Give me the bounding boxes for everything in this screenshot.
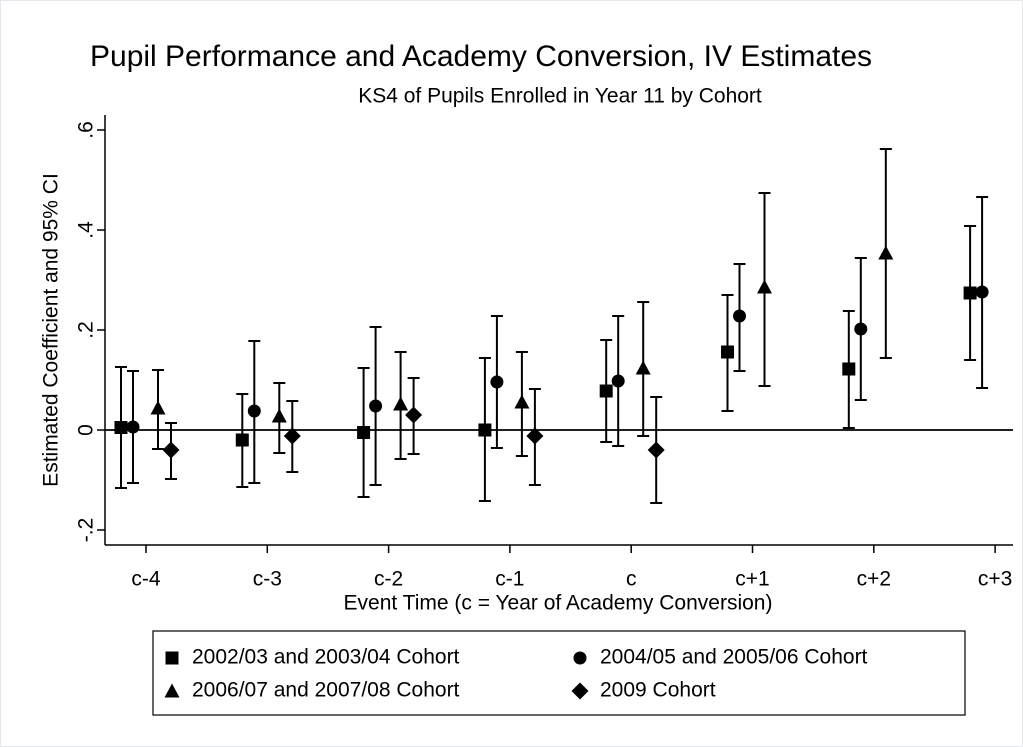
x-tick-label: c+3	[978, 568, 1012, 591]
data-point	[126, 420, 140, 434]
x-axis-title: Event Time (c = Year of Academy Conversi…	[344, 592, 773, 615]
legend-box	[152, 630, 966, 716]
legend-label: 2004/05 and 2005/06 Cohort	[600, 646, 868, 669]
y-tick-label: .2	[75, 321, 98, 339]
data-point	[733, 309, 746, 323]
legend-label: 2009 Cohort	[600, 679, 716, 702]
data-point	[599, 384, 613, 398]
data-point	[150, 400, 166, 415]
data-point	[878, 245, 894, 260]
data-point	[405, 406, 423, 424]
x-tick-label: c-4	[131, 568, 160, 591]
data-point	[975, 285, 989, 299]
chart-title: Pupil Performance and Academy Conversion…	[90, 40, 872, 73]
data-point	[526, 427, 544, 445]
x-tick-label: c	[626, 568, 637, 591]
y-tick-label: -.2	[75, 518, 98, 543]
legend-marker	[573, 651, 587, 665]
y-tick-label: .4	[75, 221, 98, 239]
y-tick-label: 0	[75, 424, 98, 436]
data-point	[721, 345, 734, 359]
data-point	[357, 426, 371, 439]
data-point	[514, 394, 530, 409]
data-point	[247, 404, 261, 418]
legend-marker	[164, 683, 180, 698]
data-point	[842, 362, 856, 376]
data-point	[635, 360, 651, 375]
x-tick-label: c+2	[857, 568, 891, 591]
x-tick-label: c-1	[495, 568, 524, 591]
data-point	[114, 421, 128, 434]
data-point	[283, 427, 301, 445]
data-point	[757, 279, 772, 294]
chart-subtitle: KS4 of Pupils Enrolled in Year 11 by Coh…	[358, 85, 762, 108]
data-point	[235, 433, 249, 447]
data-point	[611, 374, 625, 388]
data-point	[647, 441, 665, 459]
legend-marker	[165, 651, 179, 665]
data-point	[490, 375, 504, 389]
data-point	[854, 322, 868, 336]
data-point	[393, 396, 409, 411]
legend-marker	[571, 682, 589, 700]
legend-label: 2006/07 and 2007/08 Cohort	[192, 679, 460, 702]
data-point	[162, 441, 180, 459]
x-tick-label: c+1	[735, 568, 769, 591]
y-axis-title: Estimated Coefficient and 95% CI	[40, 173, 63, 487]
x-tick-label: c-3	[253, 568, 282, 591]
y-tick-label: .6	[75, 121, 98, 139]
data-point	[478, 423, 492, 437]
data-point	[963, 286, 977, 300]
data-point	[369, 399, 383, 413]
data-point	[271, 408, 287, 423]
x-tick-label: c-2	[374, 568, 403, 591]
legend-label: 2002/03 and 2003/04 Cohort	[192, 646, 460, 669]
